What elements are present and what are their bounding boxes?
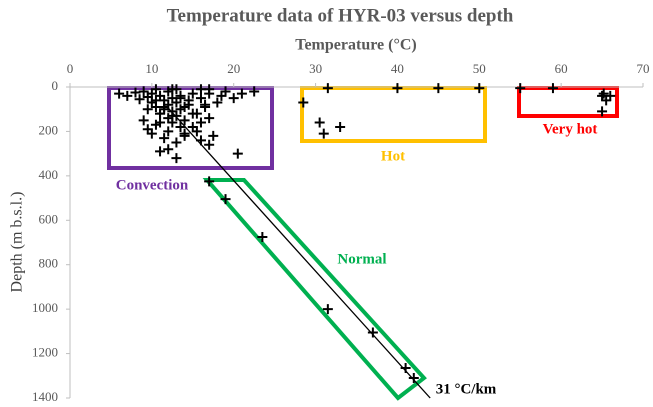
data-point bbox=[322, 83, 333, 94]
x-tick-label: 20 bbox=[227, 61, 240, 76]
x-tick-label: 10 bbox=[145, 61, 158, 76]
data-point bbox=[150, 95, 161, 106]
data-point bbox=[249, 86, 260, 97]
data-point bbox=[187, 121, 198, 132]
data-point bbox=[138, 86, 149, 97]
y-tick-label: 800 bbox=[39, 256, 59, 271]
x-axis-label: Temperature (°C) bbox=[295, 37, 416, 54]
chart-title: Temperature data of HYR-03 versus depth bbox=[167, 5, 514, 26]
data-point bbox=[208, 130, 219, 141]
hot-box bbox=[300, 86, 487, 143]
data-point bbox=[474, 83, 485, 94]
data-point bbox=[167, 84, 178, 95]
normal-box bbox=[202, 178, 427, 401]
data-point bbox=[204, 84, 215, 95]
annotation: 31 °C/km bbox=[436, 381, 497, 397]
data-point bbox=[187, 88, 198, 99]
data-point bbox=[195, 117, 206, 128]
data-point bbox=[122, 90, 133, 101]
y-axis-label: Depth (m b.s.l.) bbox=[9, 192, 26, 293]
annotation: Very hot bbox=[543, 121, 598, 137]
data-point bbox=[175, 121, 186, 132]
data-point bbox=[142, 104, 153, 115]
x-tick-label: 70 bbox=[637, 61, 650, 76]
data-point bbox=[298, 97, 309, 108]
data-point bbox=[114, 88, 125, 99]
data-point bbox=[220, 86, 231, 97]
data-point bbox=[408, 373, 419, 384]
data-point bbox=[138, 115, 149, 126]
trend-line bbox=[167, 107, 431, 399]
data-point bbox=[236, 88, 247, 99]
data-point bbox=[171, 153, 182, 164]
data-point bbox=[228, 93, 239, 104]
data-point bbox=[212, 97, 223, 108]
data-point bbox=[150, 119, 161, 130]
data-point bbox=[318, 128, 329, 139]
data-point bbox=[232, 148, 243, 159]
data-point bbox=[605, 90, 616, 101]
data-point bbox=[175, 93, 186, 104]
x-tick-label: 50 bbox=[473, 61, 486, 76]
y-tick-label: 1200 bbox=[32, 345, 58, 360]
data-point bbox=[159, 101, 170, 112]
y-tick-label: 600 bbox=[39, 211, 59, 226]
data-point bbox=[163, 126, 174, 137]
data-point bbox=[183, 99, 194, 110]
data-point bbox=[163, 144, 174, 155]
y-tick-label: 1400 bbox=[32, 389, 58, 404]
convection-box bbox=[107, 86, 274, 170]
data-point bbox=[433, 83, 444, 94]
data-point bbox=[322, 304, 333, 315]
data-point bbox=[204, 139, 215, 150]
data-point bbox=[314, 117, 325, 128]
data-point bbox=[220, 194, 231, 205]
data-point bbox=[204, 113, 215, 124]
very-hot-box bbox=[517, 86, 619, 118]
data-point bbox=[204, 176, 215, 187]
data-point bbox=[200, 99, 211, 110]
data-point bbox=[134, 94, 145, 105]
data-point bbox=[257, 231, 268, 242]
data-point bbox=[179, 130, 190, 141]
data-point bbox=[598, 88, 609, 99]
data-point bbox=[175, 104, 186, 115]
y-tick-label: 0 bbox=[52, 78, 59, 93]
data-point bbox=[155, 146, 166, 157]
data-point bbox=[195, 93, 206, 104]
x-tick-label: 0 bbox=[67, 61, 74, 76]
data-point bbox=[547, 83, 558, 94]
annotation: Normal bbox=[337, 251, 386, 267]
data-point bbox=[367, 327, 378, 338]
data-point bbox=[597, 106, 608, 117]
data-point bbox=[171, 137, 182, 148]
y-tick-label: 1000 bbox=[32, 300, 58, 315]
data-point bbox=[130, 87, 141, 98]
data-point bbox=[150, 84, 161, 95]
annotation: Convection bbox=[116, 177, 189, 193]
x-tick-label: 30 bbox=[309, 61, 322, 76]
y-tick-label: 200 bbox=[39, 122, 59, 137]
data-point bbox=[335, 121, 346, 132]
data-point bbox=[167, 110, 178, 121]
data-point bbox=[191, 108, 202, 119]
y-tick-label: 400 bbox=[39, 167, 59, 182]
data-point bbox=[515, 83, 526, 94]
data-point bbox=[159, 133, 170, 144]
data-point bbox=[179, 115, 190, 126]
data-point bbox=[392, 83, 403, 94]
data-point bbox=[155, 108, 166, 119]
data-point bbox=[400, 363, 411, 374]
annotation: Hot bbox=[381, 148, 405, 164]
x-tick-label: 60 bbox=[555, 61, 568, 76]
data-point bbox=[195, 135, 206, 146]
x-tick-label: 40 bbox=[391, 61, 404, 76]
data-point bbox=[146, 128, 157, 139]
